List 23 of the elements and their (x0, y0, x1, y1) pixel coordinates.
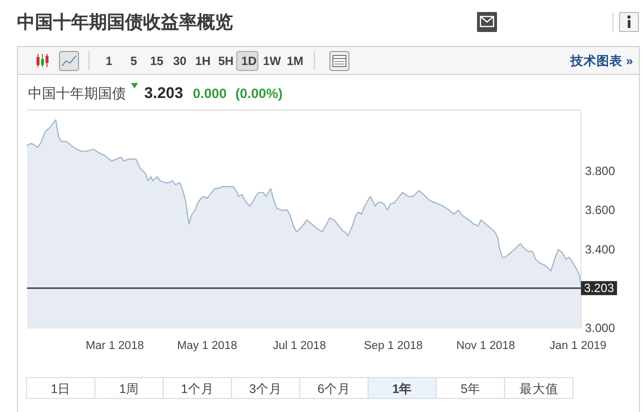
text: 中国十年期国债 3.203 0.000 (0.00%) (28, 85, 283, 102)
text: 最大值 (519, 382, 558, 396)
y-tick-label: 3.800 (585, 164, 616, 178)
text: 3个月 (249, 382, 282, 396)
text: 6个月 (317, 382, 350, 396)
y-tick-label: 3.000 (585, 321, 616, 335)
text: 1 5 15 30 1H 5H 1D 1W 1M (106, 54, 304, 68)
ref-line-label: 3.203 (584, 281, 614, 296)
text: 1日 (50, 382, 71, 396)
y-tick-label: 3.400 (585, 242, 616, 256)
text: 1年 (392, 382, 412, 396)
x-tick-label: May 1 2018 (177, 340, 238, 352)
y-tick-label: 3.600 (585, 203, 616, 218)
x-tick-label: Mar 1 2018 (86, 340, 144, 352)
chart-title: 中国十年期国债收益率概览 (17, 12, 233, 32)
text: 技术图表 » (570, 54, 634, 68)
text: 1个月 (180, 382, 214, 396)
x-tick-label: Nov 1 2018 (456, 340, 516, 352)
text: 1周 (119, 382, 140, 396)
text: 5年 (460, 382, 481, 396)
x-tick-label: Sep 1 2018 (364, 340, 423, 352)
x-tick-label: Jul 1 2018 (272, 340, 326, 352)
x-tick-label: Jan 1 2019 (550, 340, 606, 352)
